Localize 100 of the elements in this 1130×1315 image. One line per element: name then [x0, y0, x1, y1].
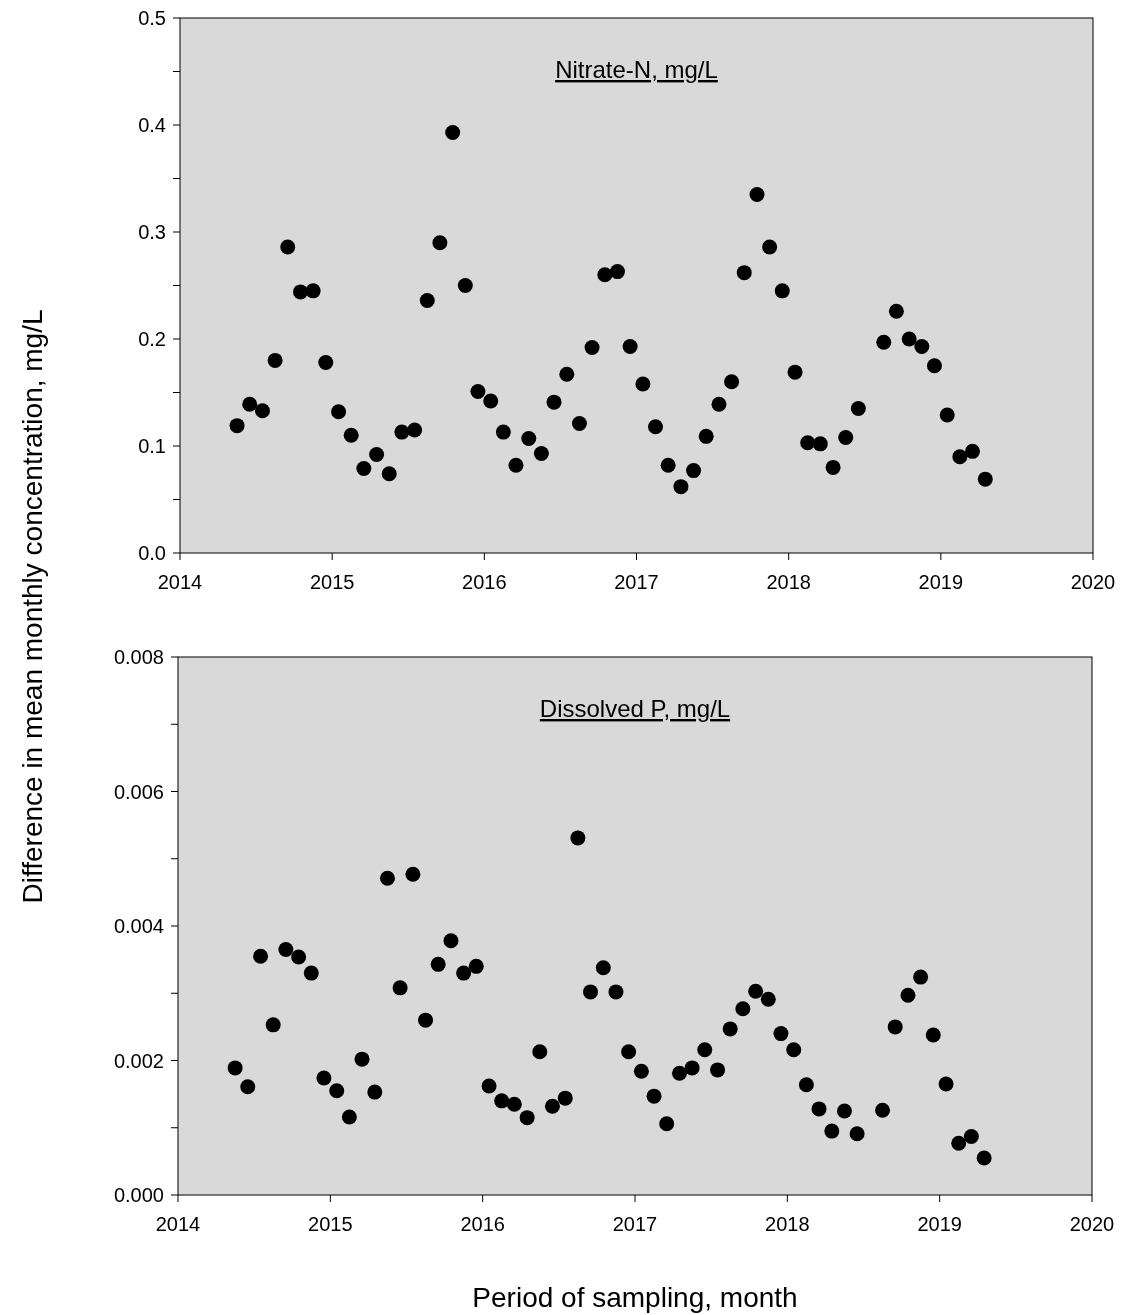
point — [341, 1109, 357, 1125]
point — [305, 283, 321, 299]
y-tick-label: 0.2 — [138, 328, 166, 350]
text: Dissolved P, mg/L — [539, 695, 731, 722]
point — [633, 1063, 649, 1079]
point — [648, 419, 664, 435]
point — [952, 449, 968, 465]
point — [470, 383, 486, 399]
point — [253, 948, 269, 964]
point — [762, 239, 778, 255]
point — [240, 1079, 256, 1095]
point — [622, 338, 638, 354]
point — [646, 1088, 662, 1104]
point — [242, 396, 258, 412]
point — [914, 338, 930, 354]
x-tick-label: 2018 — [766, 571, 811, 593]
point — [724, 374, 740, 390]
point — [392, 980, 408, 996]
point — [519, 1110, 535, 1126]
point — [495, 424, 511, 440]
point — [963, 1128, 979, 1144]
point — [583, 984, 599, 1000]
x-tick-label: 2014 — [155, 1213, 201, 1235]
point — [748, 983, 764, 999]
x-tick-label: 2018 — [765, 1213, 810, 1235]
point — [900, 987, 916, 1003]
x-tick-label: 2017 — [614, 571, 659, 593]
x-tick-label: 2020 — [1069, 1213, 1115, 1235]
point — [621, 1044, 637, 1060]
point — [711, 396, 727, 412]
x-tick-label: 2016 — [460, 1213, 505, 1235]
point — [710, 1062, 726, 1078]
point — [951, 1135, 967, 1151]
point — [635, 376, 651, 392]
point — [430, 956, 446, 972]
point — [849, 1126, 865, 1142]
point — [457, 278, 473, 293]
point — [419, 292, 435, 308]
point — [369, 447, 385, 463]
point — [394, 424, 410, 440]
point — [798, 1077, 814, 1093]
point — [544, 1098, 560, 1114]
point — [559, 366, 575, 382]
point — [875, 1102, 891, 1118]
point — [925, 1027, 941, 1043]
point — [381, 466, 397, 482]
point — [888, 303, 904, 319]
point — [597, 267, 613, 283]
point — [787, 364, 803, 380]
point — [329, 1083, 345, 1099]
point — [483, 393, 499, 409]
point — [557, 1090, 573, 1106]
point — [773, 1026, 789, 1042]
point — [354, 1051, 370, 1067]
point — [977, 471, 993, 487]
point — [686, 463, 702, 479]
point — [254, 403, 270, 419]
point — [331, 404, 347, 420]
point — [356, 460, 372, 476]
y-tick-label: 0.008 — [113, 646, 164, 668]
x-tick-label: 2019 — [917, 1213, 962, 1235]
x-tick-label: 2020 — [1070, 571, 1116, 593]
point — [838, 429, 854, 445]
point — [443, 933, 459, 949]
point — [280, 239, 296, 255]
point — [532, 1044, 548, 1060]
point — [278, 942, 294, 958]
point — [367, 1084, 383, 1100]
point — [521, 431, 537, 447]
point — [533, 445, 549, 461]
point — [456, 965, 472, 981]
point — [595, 960, 611, 976]
point — [811, 1101, 827, 1117]
x-tick-label: 2016 — [462, 571, 507, 593]
point — [825, 459, 841, 475]
point — [786, 1042, 802, 1058]
y-tick-label: 0.002 — [113, 1049, 164, 1072]
point — [876, 334, 892, 350]
point — [265, 1017, 281, 1033]
point — [546, 394, 562, 410]
point — [749, 187, 765, 203]
point — [939, 407, 955, 423]
point — [609, 264, 625, 280]
point — [722, 1021, 738, 1037]
point — [800, 435, 816, 451]
point — [736, 265, 752, 281]
x-axis-title: Period of sampling, month — [472, 1282, 798, 1313]
y-tick-label: 0.0 — [138, 542, 166, 564]
point — [291, 949, 307, 965]
point — [293, 284, 309, 300]
point — [303, 965, 319, 981]
x-tick-label: 2015 — [308, 1213, 353, 1235]
point — [684, 1060, 700, 1076]
point — [343, 427, 359, 443]
point — [318, 355, 334, 371]
point — [824, 1123, 840, 1139]
point — [938, 1076, 954, 1092]
point — [418, 1012, 434, 1028]
point — [227, 1060, 243, 1076]
point — [964, 443, 980, 459]
